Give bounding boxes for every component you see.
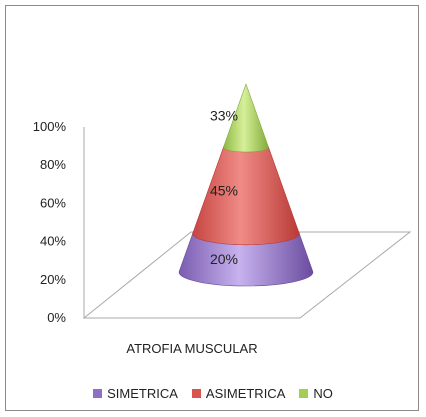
legend-label-no: NO [313, 386, 333, 401]
data-label-no: 33% [210, 108, 238, 124]
legend-swatch-simetrica [93, 389, 103, 398]
cone-segment-asimetrica [192, 142, 300, 246]
category-label: ATROFIA MUSCULAR [126, 341, 257, 356]
legend-item-asimetrica: ASIMETRICA [191, 386, 286, 401]
cone [178, 83, 314, 287]
data-labels: 20% 45% 33% [210, 108, 238, 267]
y-tick-label: 100% [33, 119, 67, 134]
y-tick-label: 0% [47, 310, 66, 325]
legend-label-simetrica: SIMETRICA [107, 386, 178, 401]
legend-swatch-asimetrica [191, 389, 201, 398]
legend-swatch-no [299, 389, 309, 398]
data-label-asimetrica: 45% [210, 182, 238, 198]
legend-item-simetrica: SIMETRICA [93, 386, 178, 401]
cone-segment-no [223, 83, 269, 153]
y-tick-label: 60% [40, 195, 66, 210]
legend-item-no: NO [299, 386, 333, 401]
y-tick-label: 80% [40, 157, 66, 172]
data-label-simetrica: 20% [210, 251, 238, 267]
legend-label-asimetrica: ASIMETRICA [205, 386, 286, 401]
y-tick-labels: 0% 20% 40% 60% 80% 100% [33, 119, 67, 325]
legend: SIMETRICA ASIMETRICA NO [0, 386, 426, 401]
y-tick-label: 40% [40, 234, 66, 249]
y-tick-label: 20% [40, 272, 66, 287]
